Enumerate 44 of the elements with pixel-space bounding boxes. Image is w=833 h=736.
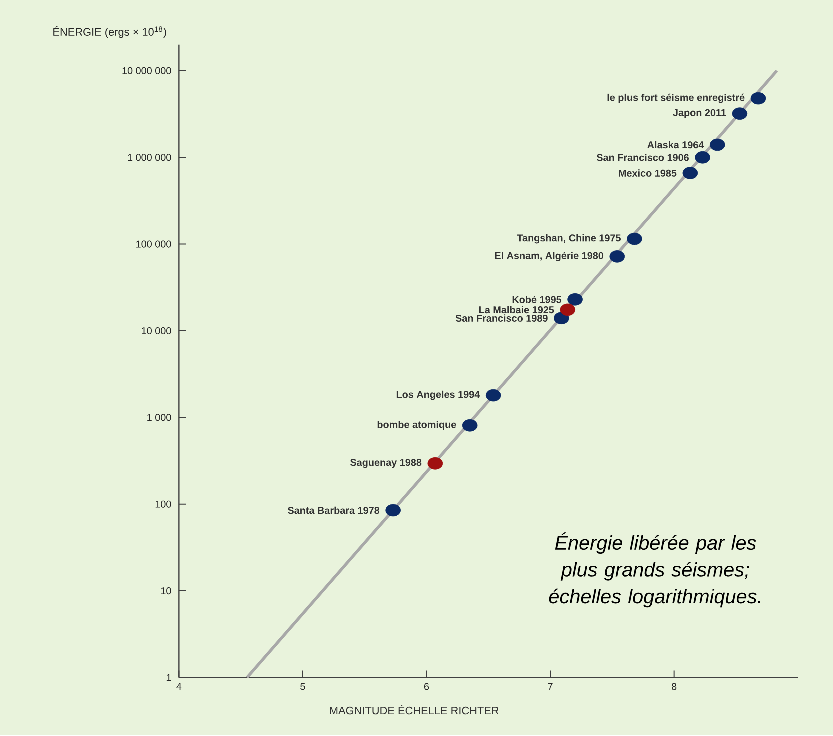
point — [428, 458, 444, 470]
y-tick-label: 1 000 000 — [128, 154, 172, 162]
point — [750, 92, 766, 105]
annotation: Énergie libérée par les plus grands séismes; échelles logarithmiques. — [549, 532, 760, 608]
x-tick-label: 8 — [672, 683, 677, 690]
annotation: bombe atomique — [378, 421, 456, 430]
annotation: Tangshan, Chine 1975 — [517, 234, 621, 244]
annotation: Santa Barbara 1978 — [288, 507, 380, 514]
point — [695, 152, 710, 164]
annotation: Alaska 1964 — [648, 142, 704, 149]
annotation: Mexico 1985 — [619, 170, 677, 178]
point — [386, 504, 401, 517]
point — [682, 167, 698, 180]
point — [560, 304, 576, 316]
x-tick-label: 6 — [424, 683, 430, 690]
point — [486, 390, 502, 402]
point — [627, 233, 642, 246]
x-tick-label: 4 — [176, 683, 182, 690]
annotation: Kobé 1995 — [512, 296, 562, 304]
annotation: San Francisco 1989 — [456, 314, 548, 322]
annotation: El Asnam, Algérie 1980 — [495, 252, 604, 262]
annotation: La Malbaie 1925 — [479, 306, 554, 314]
point — [610, 250, 626, 264]
annotation: Japon 2011 — [673, 110, 726, 119]
point — [554, 312, 570, 325]
x-tick-label: 5 — [300, 683, 306, 690]
point — [710, 139, 726, 152]
y-axis-title: ÉNERGIE (ergs × 10$^{18}$) — [54, 26, 166, 38]
y-tick-label: 10 000 000 — [122, 68, 172, 75]
point — [462, 420, 478, 432]
y-tick-label: 1 000 — [148, 414, 172, 422]
y-tick-label: 10 000 — [142, 328, 172, 335]
y-tick-label: 1 — [166, 674, 172, 682]
annotation: Los Angeles 1994 — [396, 391, 480, 400]
y-tick-label: 10 — [161, 588, 172, 595]
annotation: San Francisco 1906 — [596, 154, 689, 162]
point — [568, 294, 583, 306]
annotation: le plus fort séisme enregistré — [608, 94, 745, 104]
x-axis-title: MAGNITUDE ÉCHELLE RICHTER — [330, 705, 499, 715]
y-tick-label: 100 000 — [136, 241, 172, 248]
annotation: Saguenay 1988 — [350, 459, 422, 468]
x-tick-label: 7 — [548, 683, 553, 690]
y-tick-label: 100 — [156, 501, 172, 508]
point — [732, 108, 748, 120]
